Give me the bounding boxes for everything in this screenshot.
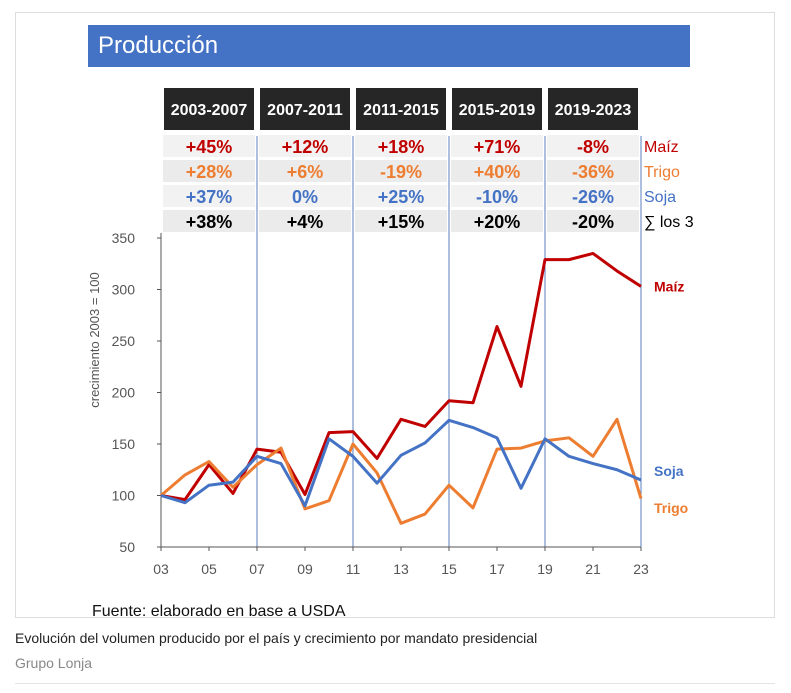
period-header-label: 2003-2007 bbox=[171, 102, 248, 119]
table-cell-bg bbox=[259, 185, 351, 207]
table-value: +12% bbox=[282, 137, 329, 157]
y-tick-label: 300 bbox=[112, 282, 136, 298]
x-tick-label: 17 bbox=[489, 561, 505, 577]
table-value: +4% bbox=[287, 212, 324, 232]
series-label: Maíz bbox=[654, 278, 684, 294]
x-tick-label: 15 bbox=[441, 561, 457, 577]
x-tick-label: 05 bbox=[201, 561, 217, 577]
table-value: +37% bbox=[186, 187, 233, 207]
table-cell-bg bbox=[355, 210, 447, 232]
table-row-label: Soja bbox=[644, 189, 676, 206]
figure-credit: Grupo Lonja bbox=[15, 655, 93, 671]
table-value: +28% bbox=[186, 162, 233, 182]
x-tick-label: 13 bbox=[393, 561, 409, 577]
table-cell-bg bbox=[451, 185, 543, 207]
period-header-box bbox=[548, 88, 638, 130]
x-tick-label: 07 bbox=[249, 561, 265, 577]
table-row-label: Maíz bbox=[644, 139, 679, 156]
y-tick-label: 100 bbox=[112, 488, 136, 504]
series-label: Soja bbox=[654, 463, 684, 479]
table-cell-bg bbox=[355, 135, 447, 157]
series-line-maíz bbox=[160, 251, 642, 502]
table-value: +38% bbox=[186, 212, 233, 232]
table-value: +15% bbox=[378, 212, 425, 232]
period-header-box bbox=[452, 88, 542, 130]
table-cell-bg bbox=[451, 210, 543, 232]
table-cell-bg bbox=[355, 185, 447, 207]
period-header-label: 2019-2023 bbox=[555, 102, 632, 119]
table-cell-bg bbox=[355, 160, 447, 182]
divider bbox=[15, 683, 775, 684]
table-value: -8% bbox=[577, 137, 609, 157]
table-value: +18% bbox=[378, 137, 425, 157]
table-cell-bg bbox=[547, 160, 639, 182]
source-note: Fuente: elaborado en base a USDA bbox=[92, 603, 346, 620]
table-value: -19% bbox=[380, 162, 422, 182]
chart-title: Producción bbox=[88, 25, 690, 67]
table-value: -36% bbox=[572, 162, 614, 182]
table-cell-bg bbox=[451, 160, 543, 182]
figure-caption: Evolución del volumen producido por el p… bbox=[15, 630, 538, 646]
period-header-box bbox=[356, 88, 446, 130]
period-header-box bbox=[164, 88, 254, 130]
table-value: +40% bbox=[474, 162, 521, 182]
y-tick-label: 200 bbox=[112, 385, 136, 401]
period-header-box bbox=[260, 88, 350, 130]
y-tick-label: 150 bbox=[112, 436, 136, 452]
series-line-soja bbox=[160, 418, 642, 508]
period-header-label: 2007-2011 bbox=[267, 102, 343, 119]
table-value: 0% bbox=[292, 187, 318, 207]
x-tick-label: 21 bbox=[585, 561, 601, 577]
table-value: -26% bbox=[572, 187, 614, 207]
table-cell-bg bbox=[547, 185, 639, 207]
table-cell-bg bbox=[163, 185, 255, 207]
x-tick-label: 23 bbox=[633, 561, 649, 577]
table-cell-bg bbox=[259, 160, 351, 182]
table-value: -20% bbox=[572, 212, 614, 232]
y-tick-label: 250 bbox=[112, 333, 136, 349]
table-value: +6% bbox=[287, 162, 324, 182]
series-label: Trigo bbox=[654, 500, 688, 516]
period-header-label: 2011-2015 bbox=[363, 102, 439, 119]
table-value: -10% bbox=[476, 187, 518, 207]
series-line-trigo bbox=[160, 417, 643, 525]
x-tick-label: 03 bbox=[153, 561, 169, 577]
x-tick-label: 09 bbox=[297, 561, 313, 577]
y-tick-label: 350 bbox=[112, 230, 136, 246]
table-cell-bg bbox=[163, 160, 255, 182]
table-value: +45% bbox=[186, 137, 233, 157]
table-cell-bg bbox=[547, 210, 639, 232]
table-cell-bg bbox=[451, 135, 543, 157]
table-value: +71% bbox=[474, 137, 521, 157]
table-row-label: ∑ los 3 bbox=[644, 214, 694, 231]
table-row-label: Trigo bbox=[644, 164, 680, 181]
y-axis-label: crecimiento 2003 = 100 bbox=[87, 272, 102, 408]
y-tick-label: 50 bbox=[119, 539, 135, 555]
table-value: +25% bbox=[378, 187, 425, 207]
table-cell-bg bbox=[259, 210, 351, 232]
x-tick-label: 11 bbox=[346, 561, 361, 577]
table-cell-bg bbox=[547, 135, 639, 157]
period-header-label: 2015-2019 bbox=[459, 102, 536, 119]
table-cell-bg bbox=[259, 135, 351, 157]
table-cell-bg bbox=[163, 210, 255, 232]
table-value: +20% bbox=[474, 212, 521, 232]
table-cell-bg bbox=[163, 135, 255, 157]
x-tick-label: 19 bbox=[537, 561, 553, 577]
